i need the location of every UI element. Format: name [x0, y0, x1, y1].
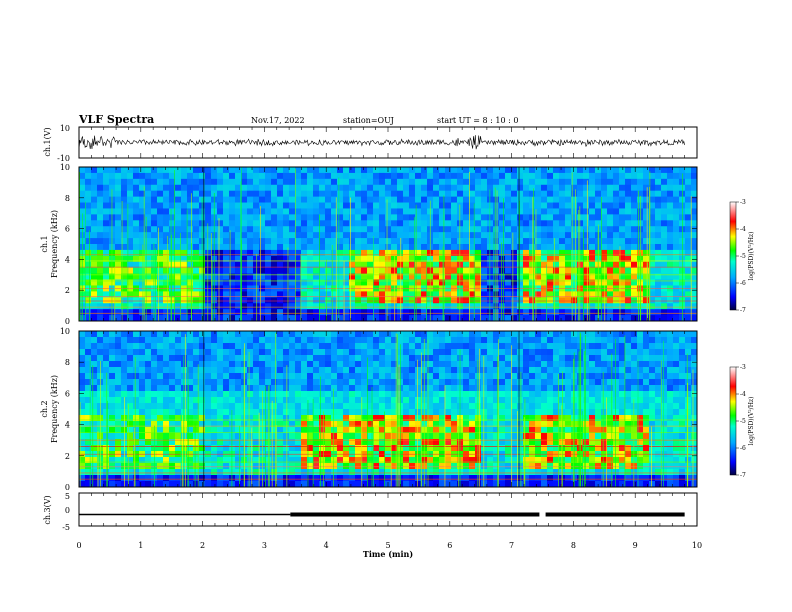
ch3-ylabel: ch.3(V)	[43, 495, 52, 524]
ch1-colorbar-tick--4: -4	[740, 226, 746, 233]
ch1-spec-ytick-6: 6	[65, 225, 70, 234]
x-tick-label-8: 8	[571, 541, 576, 550]
ch2-spec-ytick-4: 4	[65, 421, 70, 430]
x-tick-label-3: 3	[262, 541, 267, 550]
ch2-colorbar-tick--6: -6	[740, 445, 746, 452]
x-tick-label-2: 2	[200, 541, 205, 550]
x-tick-label-6: 6	[447, 541, 452, 550]
ch2-colorbar-tick--3: -3	[740, 364, 746, 371]
ch1-ytick-bottom: -10	[57, 154, 70, 163]
ch2-spec-ytick-6: 6	[65, 389, 70, 398]
ch1-spec-ylabel-line2: Frequency (kHz)	[50, 210, 59, 278]
ch2-colorbar-tick--5: -5	[740, 418, 746, 425]
start-time-label: start UT = 8 : 10 : 0	[437, 116, 518, 125]
ch2-spec-ylabel-line1: ch.2	[40, 400, 49, 417]
x-axis-label: Time (min)	[363, 549, 413, 559]
ch1-colorbar-tick--7: -7	[740, 307, 746, 314]
x-tick-label-4: 4	[324, 541, 329, 550]
x-tick-label-10: 10	[692, 541, 702, 550]
ch1-spec-ytick-10: 10	[60, 163, 70, 172]
ch2-colorbar-tick--7: -7	[740, 472, 746, 479]
ch1-spec-ytick-0: 0	[65, 317, 70, 326]
ch1-colorbar-tick--3: -3	[740, 199, 746, 206]
ch1-waveform-line	[78, 135, 685, 150]
ch3-panel: 5 0 -5 ch.3(V)	[43, 492, 698, 532]
ch1-colorbar: -3 -4 -5 -6 -7 log(PSD)(V²/Hz)	[729, 199, 755, 314]
ch1-colorbar-tick--6: -6	[740, 280, 746, 287]
ch1-ytick-top: 10	[60, 124, 70, 133]
ch1-spec-ytick-2: 2	[65, 286, 70, 295]
ch2-spec-ytick-0: 0	[65, 483, 70, 492]
x-tick-label-0: 0	[76, 541, 81, 550]
ch1-spec-ytick-4: 4	[65, 255, 70, 264]
ch1-waveform-panel: 10 -10 ch.1(V)	[43, 124, 698, 163]
ch3-ytick-mid: 0	[65, 506, 70, 515]
ch2-colorbar-tick--4: -4	[740, 391, 746, 398]
ch2-spec-ytick-10: 10	[60, 327, 70, 336]
date-label: Nov.17, 2022	[251, 116, 305, 125]
ch1-colorbar-label: log(PSD)(V²/Hz)	[748, 232, 755, 281]
x-tick-label-7: 7	[509, 541, 514, 550]
ch2-spectrogram-heatmap	[79, 331, 697, 487]
ch2-colorbar-label: log(PSD)(V²/Hz)	[748, 397, 755, 446]
ch2-spec-ytick-2: 2	[65, 452, 70, 461]
ch2-colorbar: -3 -4 -5 -6 -7 log(PSD)(V²/Hz)	[729, 364, 755, 479]
ch3-ytick-bottom: -5	[62, 523, 70, 532]
x-tick-label-9: 9	[633, 541, 638, 550]
x-tick-label-5: 5	[385, 541, 390, 550]
ch3-ytick-top: 5	[65, 492, 70, 501]
station-label: station=OUJ	[343, 116, 394, 125]
x-tick-label-1: 1	[138, 541, 143, 550]
ch2-spec-ytick-8: 8	[65, 358, 70, 367]
ch1-spec-ylabel-line1: ch.1	[40, 235, 49, 252]
ch1-colorbar-tick--5: -5	[740, 253, 746, 260]
ch1-spec-ytick-8: 8	[65, 194, 70, 203]
ch1-spectrogram-panel: 0 2 4 6 8 10 ch.1 Frequency (kHz)	[40, 163, 698, 326]
ch2-spectrogram-panel: 0 2 4 6 8 10 ch.2 Frequency (kHz)	[40, 327, 698, 492]
figure-title: VLF Spectra	[78, 113, 154, 126]
ch2-spec-ylabel-line2: Frequency (kHz)	[50, 375, 59, 443]
ch1-spectrogram-heatmap	[79, 167, 697, 321]
ch1-ylabel: ch.1(V)	[43, 127, 52, 156]
